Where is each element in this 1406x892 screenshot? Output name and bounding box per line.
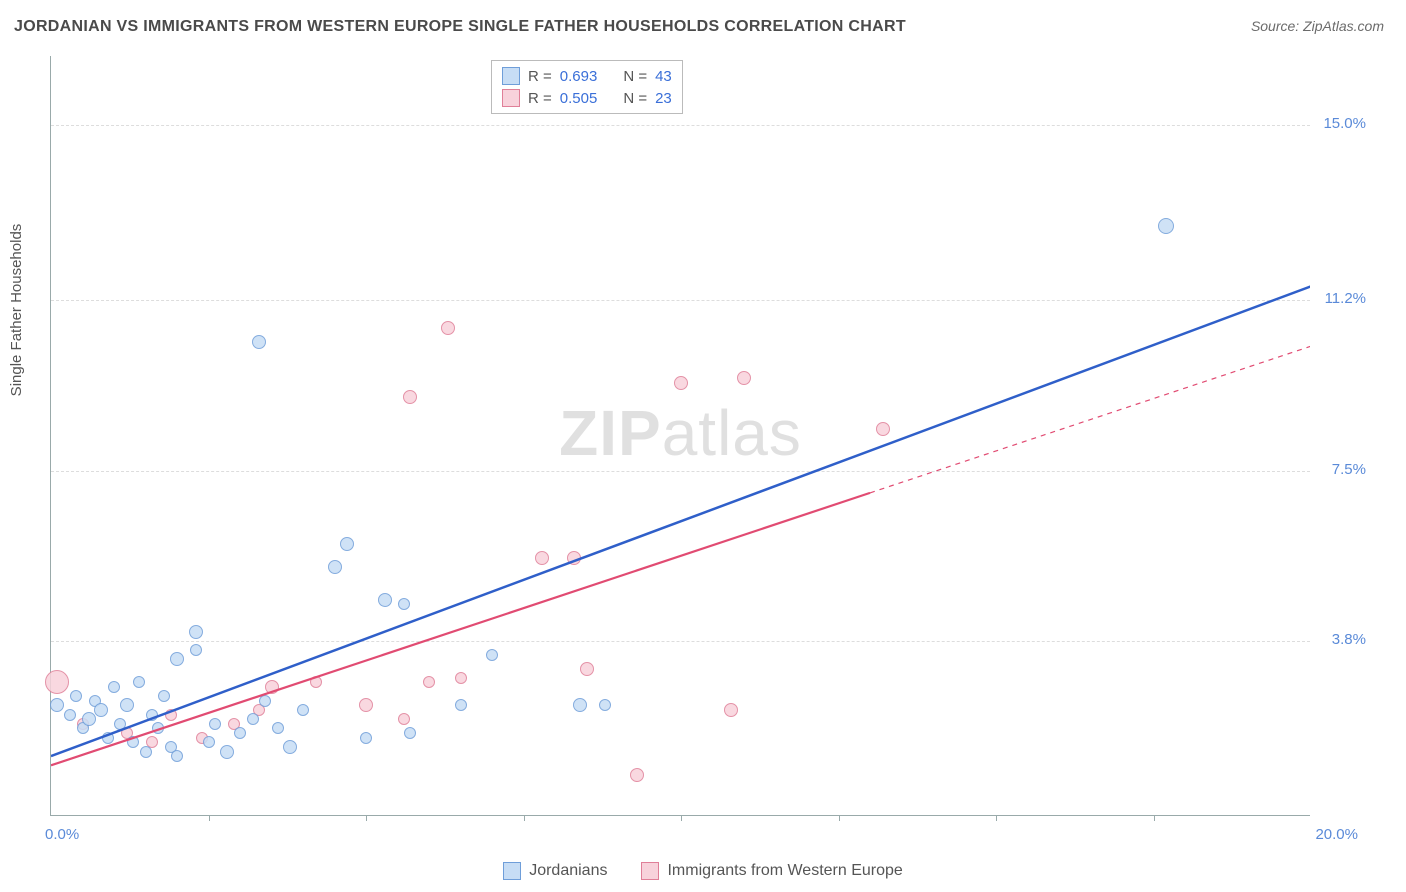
trend-lines — [51, 56, 1310, 815]
legend-label-a: Jordanians — [529, 862, 607, 880]
y-axis-tick-label: 7.5% — [1332, 461, 1366, 478]
x-axis-tick — [209, 815, 210, 821]
chart-title: JORDANIAN VS IMMIGRANTS FROM WESTERN EUR… — [14, 18, 906, 36]
y-axis-label: Single Father Households — [8, 180, 25, 440]
y-axis-tick-label: 3.8% — [1332, 631, 1366, 648]
legend-label-b: Immigrants from Western Europe — [667, 862, 902, 880]
bottom-legend: Jordanians Immigrants from Western Europ… — [0, 862, 1406, 880]
x-axis-tick — [996, 815, 997, 821]
x-axis-tick — [681, 815, 682, 821]
x-axis-tick — [839, 815, 840, 821]
legend-item-b: Immigrants from Western Europe — [641, 862, 902, 880]
swatch-series-a — [503, 862, 521, 880]
swatch-series-b — [641, 862, 659, 880]
legend-item-a: Jordanians — [503, 862, 607, 880]
chart-root: JORDANIAN VS IMMIGRANTS FROM WESTERN EUR… — [0, 0, 1406, 892]
x-axis-tick — [366, 815, 367, 821]
y-axis-tick-label: 15.0% — [1323, 115, 1366, 132]
source-attribution: Source: ZipAtlas.com — [1251, 18, 1384, 34]
x-axis-min-label: 0.0% — [45, 826, 79, 843]
x-axis-tick — [1154, 815, 1155, 821]
x-axis-tick — [524, 815, 525, 821]
y-axis-tick-label: 11.2% — [1325, 290, 1366, 307]
plot-area: ZIPatlas 0.0% 20.0% R = 0.693 N = 43 R =… — [50, 56, 1310, 816]
x-axis-max-label: 20.0% — [1315, 826, 1358, 843]
